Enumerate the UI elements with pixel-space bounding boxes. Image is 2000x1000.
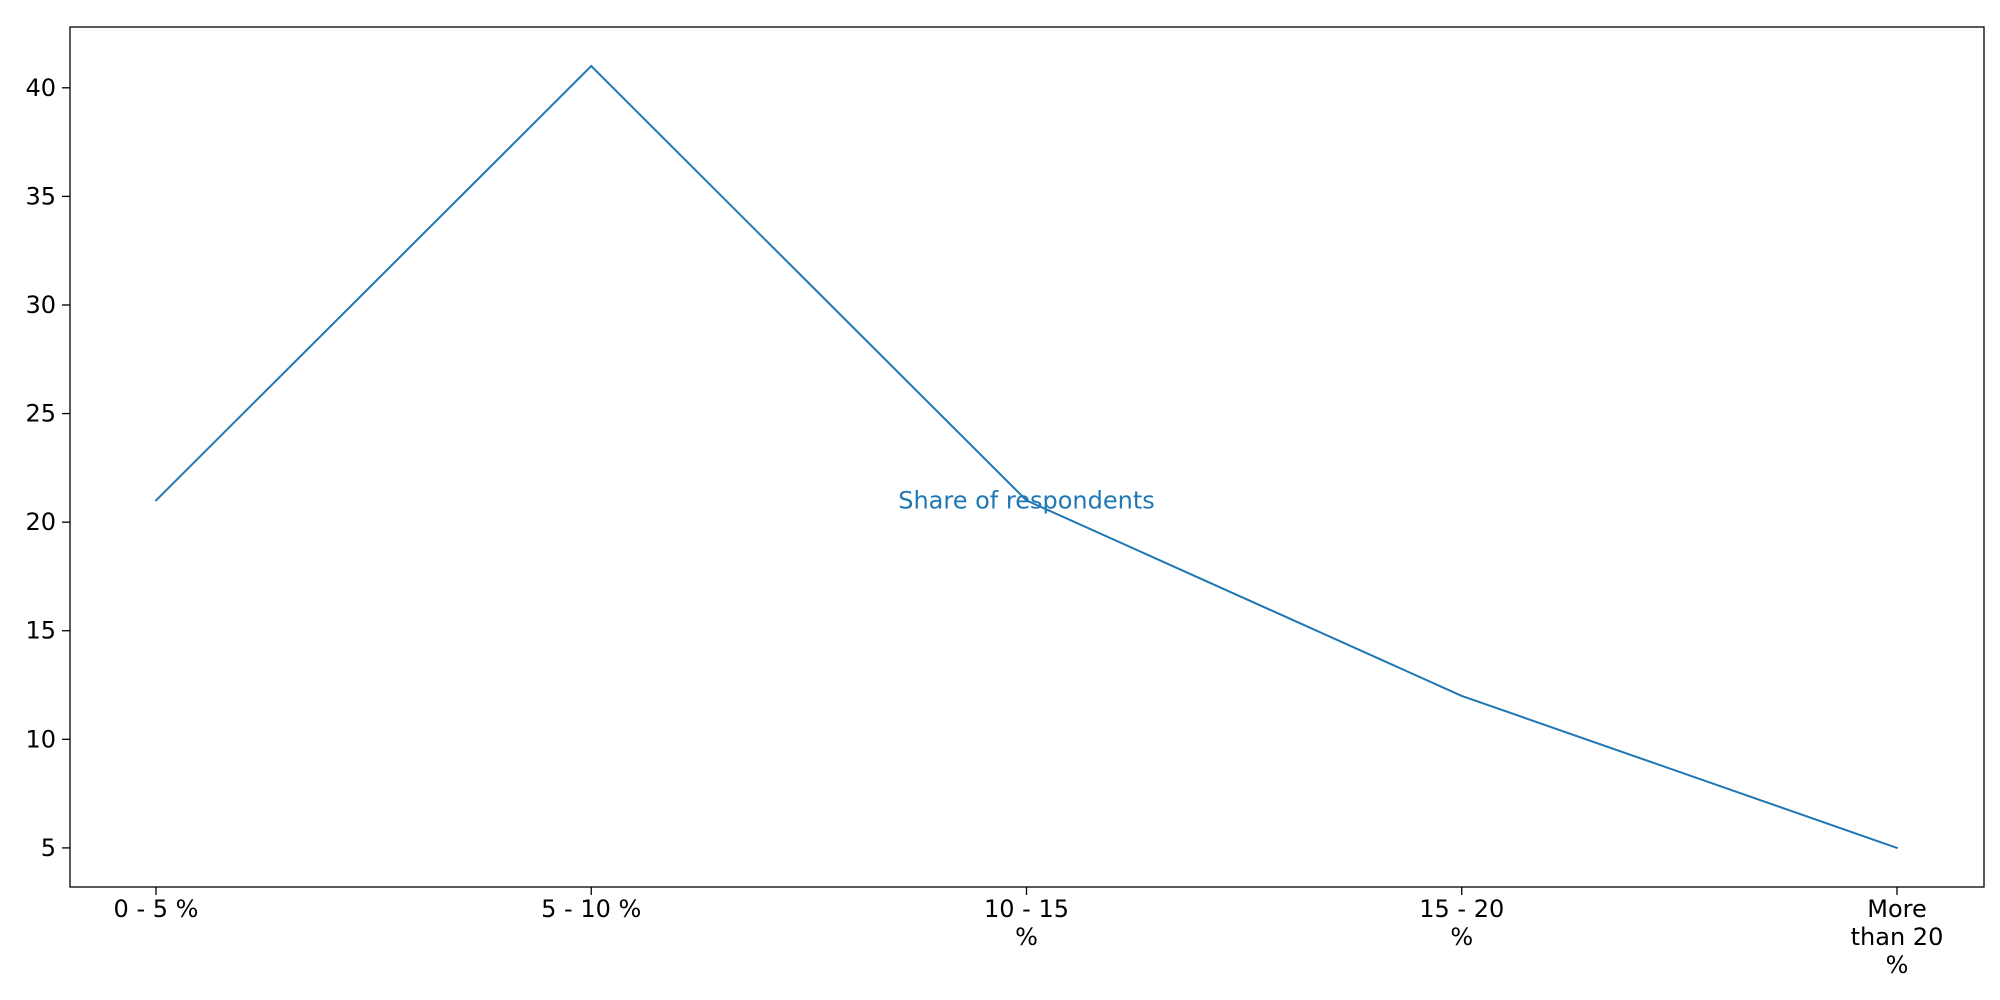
y-axis: 5 10 15 20 25 30 35 40 — [25, 74, 70, 862]
x-tick-label: 15 - 20% — [1419, 895, 1504, 951]
x-tick-label-line: More — [1867, 895, 1927, 923]
chart-annotation: Share of respondents — [898, 486, 1155, 514]
series-line-0 — [155, 64, 1898, 849]
y-tick-label: 30 — [25, 291, 56, 319]
x-tick-label-line: % — [1015, 923, 1038, 951]
x-axis: 0 - 5 % 5 - 10 % 10 - 15 %15 - 20 %More than … — [114, 887, 1944, 979]
y-tick-label: 35 — [25, 182, 56, 210]
x-tick-label: 10 - 15% — [984, 895, 1069, 951]
x-tick-label-line: 0 - 5 % — [114, 895, 199, 923]
y-tick-label: 15 — [25, 617, 56, 645]
x-tick-label: 0 - 5 % — [114, 895, 199, 923]
x-tick-label-line: 5 - 10 % — [541, 895, 641, 923]
x-tick-label-line: % — [1886, 951, 1909, 979]
y-tick-label: 10 — [25, 725, 56, 753]
y-tick-label: 25 — [25, 400, 56, 428]
x-tick-label: More than 20% — [1851, 895, 1944, 979]
data-point — [1025, 499, 1028, 502]
y-tick-label: 40 — [25, 74, 56, 102]
x-tick-label-line: % — [1450, 923, 1473, 951]
data-point — [1460, 694, 1463, 697]
series-layer — [155, 64, 1898, 849]
data-point — [155, 499, 157, 502]
data-point — [590, 65, 593, 68]
x-tick-label-line: 10 - 15 — [984, 895, 1069, 923]
x-tick-label-line: than 20 — [1851, 923, 1944, 951]
y-tick-label: 5 — [41, 834, 56, 862]
y-tick-label: 20 — [25, 508, 56, 536]
data-point — [1896, 846, 1898, 849]
x-tick-label-line: 15 - 20 — [1419, 895, 1504, 923]
x-tick-label: 5 - 10 % — [541, 895, 641, 923]
plot-area-frame — [69, 26, 1985, 888]
